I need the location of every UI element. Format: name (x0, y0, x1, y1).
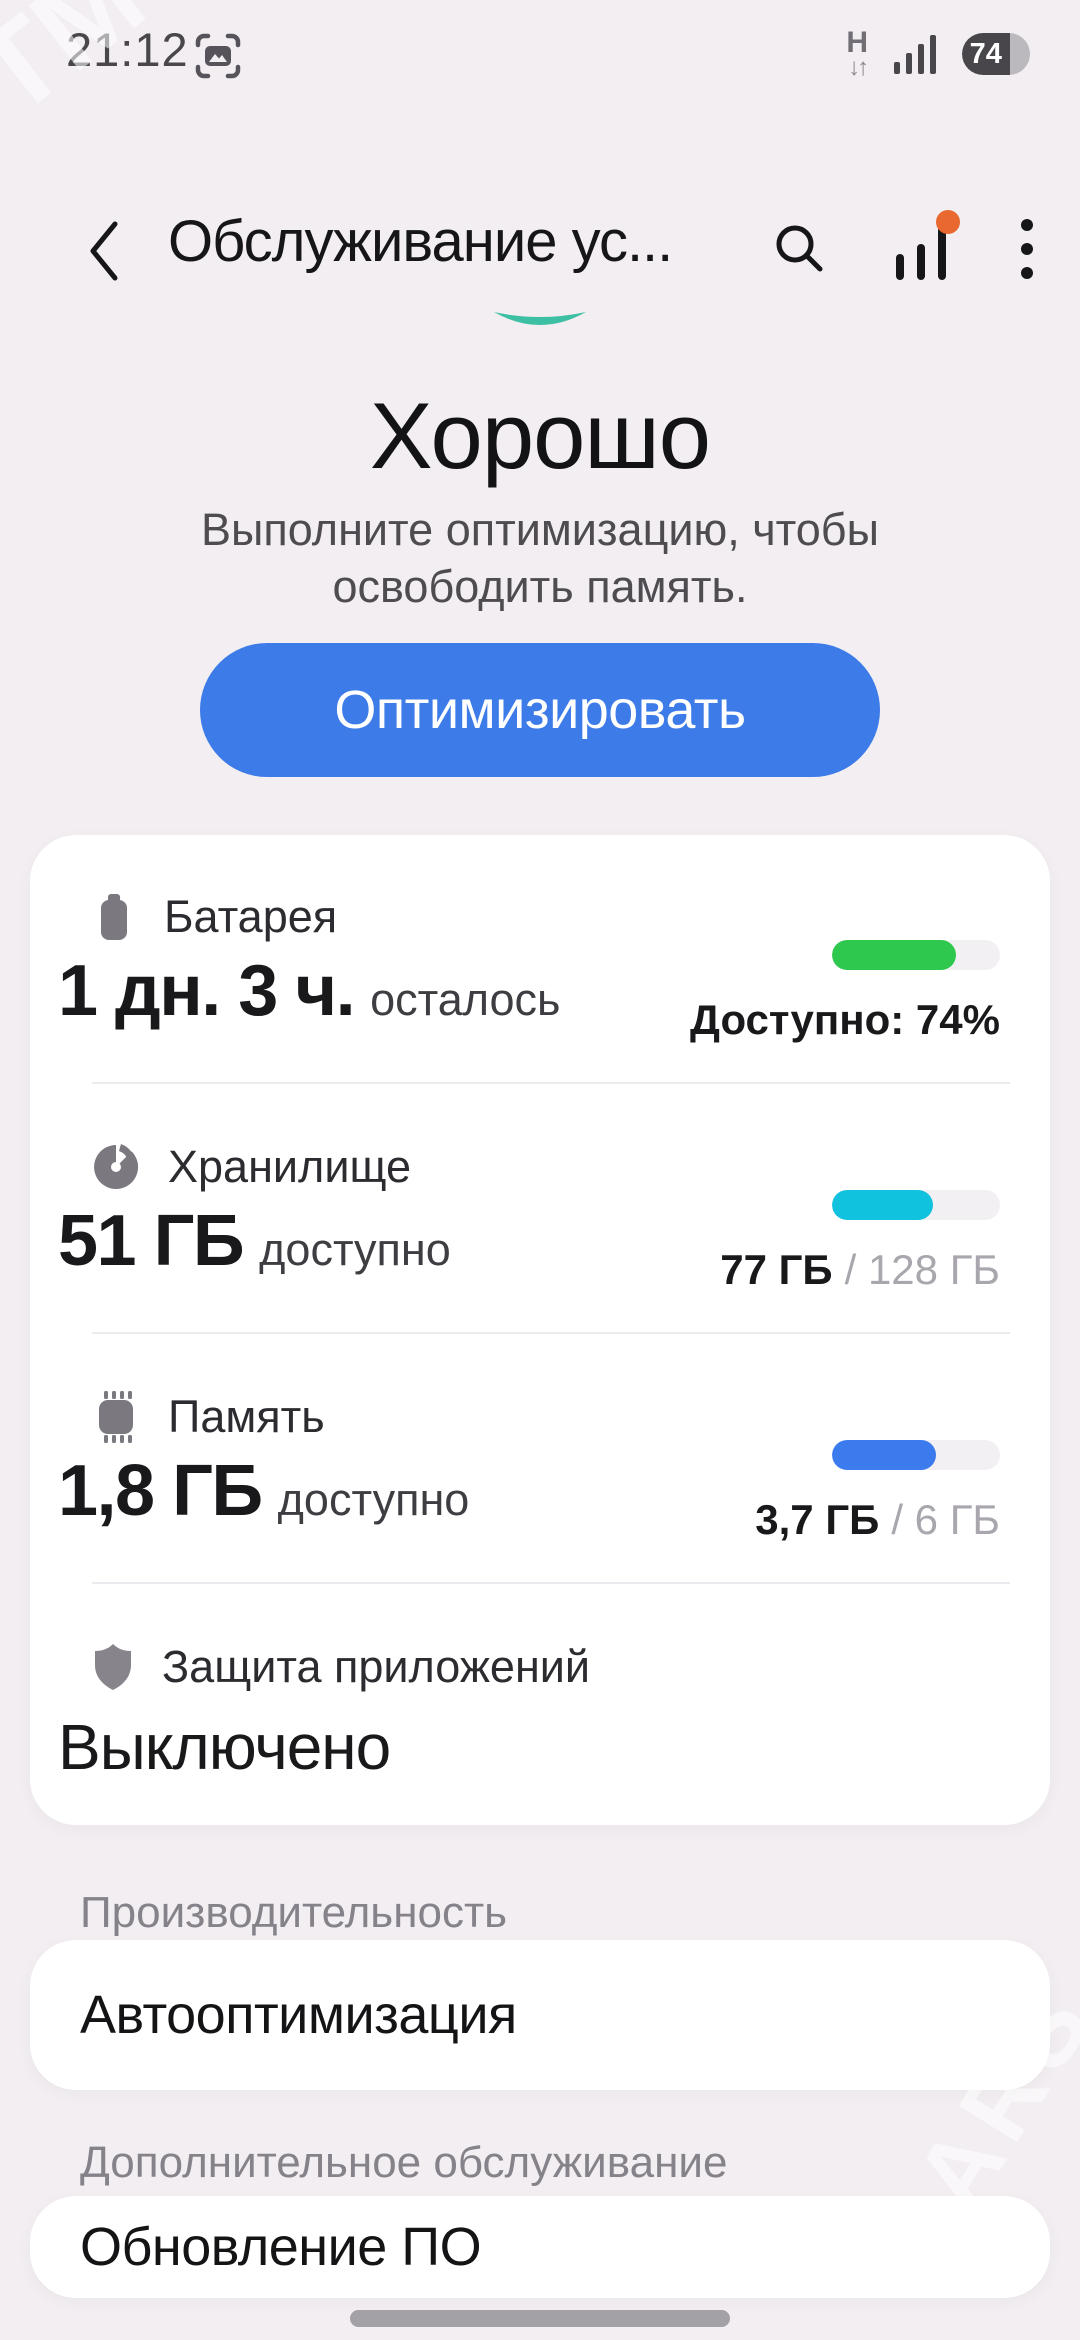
device-status-text: Хорошо (369, 383, 711, 488)
app-protection-row[interactable]: Защита приложений Выключено (58, 1638, 1000, 1832)
battery-suffix: осталось (370, 974, 561, 1025)
memory-chip-icon (99, 1391, 133, 1443)
battery-label: Батарея (164, 891, 338, 942)
page-title: Обслуживание ус... (168, 209, 673, 274)
battery-value: 1 дн. 3 ч. (58, 951, 356, 1031)
app-protection-label: Защита приложений (162, 1641, 591, 1692)
memory-label: Память (168, 1391, 325, 1442)
divider (92, 1082, 1010, 1084)
back-chevron-icon (90, 221, 118, 281)
status-clock: 21:12 (66, 23, 189, 76)
battery-row[interactable]: Батарея 1 дн. 3 ч. осталось Доступно: 74… (58, 888, 1000, 1082)
memory-suffix: доступно (277, 1474, 470, 1525)
auto-optimization-item[interactable]: Автооптимизация (30, 1940, 1050, 2090)
updown-arrows-icon: ↓↑ (848, 54, 869, 81)
search-button[interactable] (768, 217, 832, 281)
optimize-button[interactable]: Оптимизировать (200, 643, 880, 777)
battery-progress-bar (832, 940, 1000, 970)
screenshot-icon (195, 33, 241, 79)
device-status-subtitle: Выполните оптимизацию, чтобы освободить … (201, 504, 879, 612)
storage-progress-bar (832, 1190, 1000, 1220)
software-update-item[interactable]: Обновление ПО (30, 2196, 1050, 2298)
stats-button[interactable] (890, 210, 962, 288)
signal-strength-icon (894, 35, 936, 74)
section-header-additional: Дополнительное обслуживание (80, 2138, 728, 2187)
memory-row[interactable]: Память 1,8 ГБ доступно 3,7 ГБ / 6 ГБ (58, 1388, 1000, 1582)
storage-value: 51 ГБ (58, 1201, 245, 1281)
score-arc-icon (494, 312, 586, 325)
battery-available: Доступно: 74% (690, 996, 1000, 1043)
memory-used: 3,7 ГБ (755, 1496, 880, 1543)
network-type-icon: H ↓↑ (846, 26, 869, 81)
bar-chart-badge-icon (896, 210, 960, 280)
storage-used: 77 ГБ (720, 1246, 833, 1293)
divider (92, 1332, 1010, 1334)
section-header-performance: Производительность (80, 1888, 508, 1937)
memory-total: / 6 ГБ (891, 1496, 1000, 1543)
status-icons: H ↓↑ 74 (846, 22, 1030, 86)
auto-optimization-label: Автооптимизация (80, 1985, 517, 2045)
back-button[interactable] (74, 216, 134, 286)
storage-pie-icon (94, 1144, 139, 1189)
device-stats-card: Батарея 1 дн. 3 ч. осталось Доступно: 74… (30, 835, 1050, 1825)
search-icon (776, 225, 823, 272)
status-battery-icon: 74 (962, 33, 1030, 75)
storage-total: / 128 ГБ (844, 1246, 1000, 1293)
app-bar: Обслуживание ус... (0, 186, 1080, 316)
divider (92, 1582, 1010, 1584)
memory-progress-bar (832, 1440, 1000, 1470)
gesture-navigation-bar[interactable] (350, 2310, 730, 2327)
shield-icon (95, 1644, 131, 1690)
storage-label: Хранилище (168, 1141, 411, 1192)
storage-suffix: доступно (259, 1224, 451, 1275)
kebab-menu-icon (1021, 219, 1033, 279)
status-battery-percent: 74 (969, 37, 1002, 70)
memory-value: 1,8 ГБ (58, 1451, 263, 1531)
app-protection-status: Выключено (58, 1711, 391, 1783)
storage-row[interactable]: Хранилище 51 ГБ доступно 77 ГБ / 128 ГБ (58, 1138, 1000, 1332)
more-menu-button[interactable] (1020, 217, 1034, 281)
battery-icon (101, 894, 127, 940)
software-update-label: Обновление ПО (80, 2217, 482, 2277)
